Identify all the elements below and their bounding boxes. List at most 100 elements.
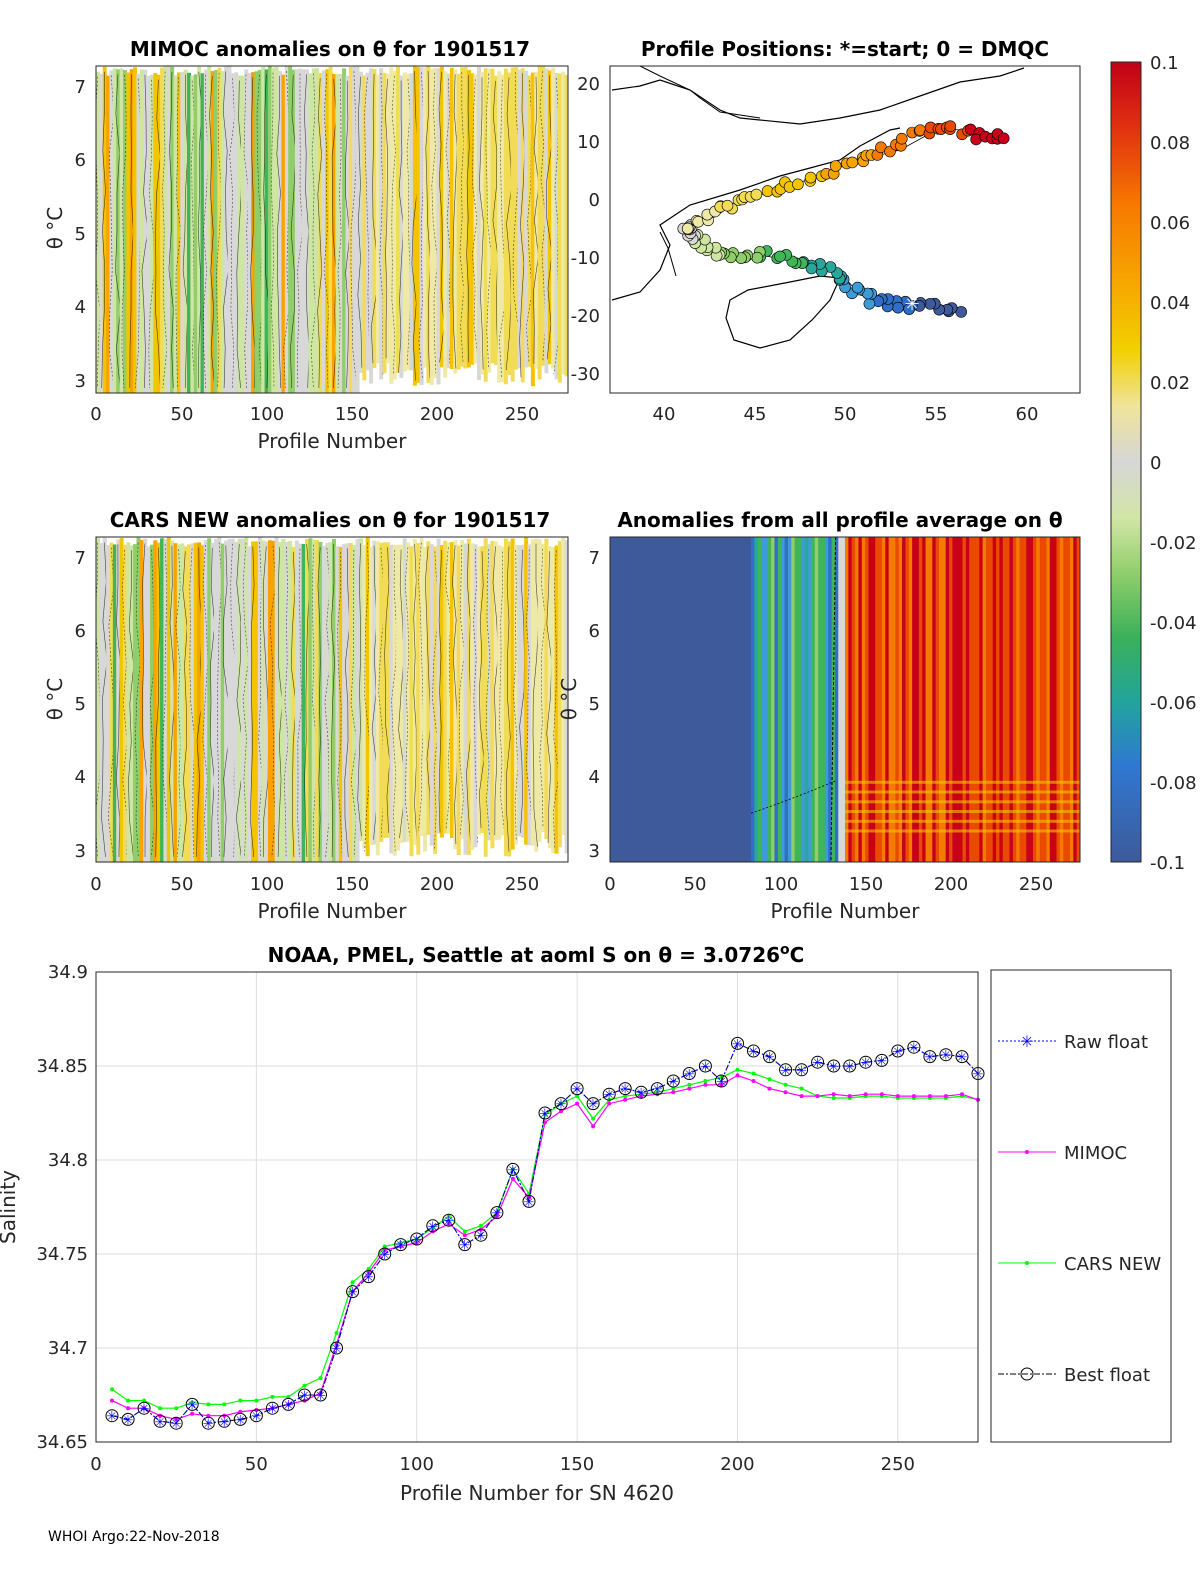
heatmap-cell [1076, 537, 1080, 862]
heatmap-cell [284, 541, 289, 862]
heatmap-cell [683, 537, 688, 862]
heatmap-cell [868, 537, 873, 862]
heatmap-cell [96, 71, 100, 393]
heatmap-cell [557, 541, 562, 848]
x-tick-label: 100 [250, 404, 284, 425]
heatmap-cell [224, 540, 229, 862]
mimoc-point [751, 1079, 756, 1083]
heatmap-cell [979, 537, 984, 862]
heatmap-cell [476, 67, 481, 381]
heatmap-cell [298, 543, 303, 862]
heatmap-cell [126, 72, 131, 393]
heatmap-cell [332, 538, 336, 862]
heatmap-cell [163, 66, 168, 393]
heatmap-cell [102, 66, 107, 393]
contour-line [115, 74, 121, 389]
x-tick-label: 0 [90, 874, 101, 895]
cars-point [478, 1223, 483, 1228]
cars-point [446, 1214, 451, 1219]
heatmap-cell [1043, 537, 1048, 862]
heatmap-cell [777, 537, 782, 862]
heatmap-cell [838, 537, 843, 862]
heatmap-cell [828, 537, 833, 862]
contour-line [411, 71, 418, 381]
y-tick-label: -30 [571, 364, 600, 385]
heatmap-cell [318, 72, 323, 393]
heatmap-cell [620, 537, 625, 862]
profile-marker [804, 171, 817, 184]
heatmap-cell [875, 537, 880, 862]
mimoc-point [735, 1073, 740, 1078]
raw-point: ✳ [395, 1239, 406, 1254]
heatmap-cell [308, 538, 313, 862]
heatmap-cell [517, 69, 522, 369]
colorbar-tick: 0.04 [1150, 293, 1190, 314]
contour-line [243, 74, 249, 389]
heatmap-cell [794, 537, 799, 862]
heatmap-cell [500, 546, 505, 836]
best-point [314, 1388, 327, 1402]
heatmap-cell [106, 545, 111, 862]
heatmap-cell [483, 68, 488, 382]
contour-line [350, 549, 358, 858]
cars-point [318, 1376, 323, 1381]
contour-line [513, 549, 519, 840]
cars-point [110, 1387, 114, 1392]
heatmap-cell [133, 544, 138, 862]
salinity-legend: ✳ Raw float MIMOC CARS NEW Best float [990, 969, 1172, 1443]
heatmap-cell [446, 73, 451, 369]
contour-line [310, 73, 317, 389]
contour-line [162, 71, 168, 389]
contour-line [364, 77, 371, 366]
heatmap-cell [409, 546, 414, 857]
heatmap-cell [962, 537, 967, 862]
cars-point [831, 1096, 836, 1100]
heatmap-cell [895, 537, 900, 862]
contour-line [364, 542, 371, 852]
heatmap-cell [423, 67, 427, 368]
heatmap-cell [352, 545, 357, 862]
mimoc-point [510, 1176, 515, 1181]
heatmap-cell [693, 537, 698, 862]
heatmap-cell [274, 66, 279, 393]
heatmap-cell [710, 537, 715, 862]
heatmap-cell [561, 71, 566, 375]
heatmap-cell [801, 537, 806, 862]
contour-line [182, 74, 189, 389]
contour-line [235, 543, 243, 858]
x-tick-label: 200 [420, 874, 454, 895]
heatmap-cell [298, 68, 303, 393]
heatmap-cell [301, 69, 306, 393]
profile-marker [805, 262, 818, 275]
heatmap-cell [200, 545, 205, 862]
heatmap-cell [254, 541, 259, 862]
heatmap-cell [955, 537, 960, 862]
heatmap-cell [203, 540, 208, 862]
cars-point [735, 1067, 740, 1072]
contour-line [203, 74, 209, 389]
best-point [923, 1050, 937, 1064]
heatmap-cell [119, 68, 124, 393]
heatmap-cell [443, 540, 448, 834]
best-point [634, 1085, 648, 1099]
x-tick-label: 150 [560, 1454, 594, 1475]
heatmap-cell [261, 540, 266, 862]
heatmap-cell [153, 73, 158, 393]
heatmap-cell [426, 541, 431, 835]
heatmap-cell [643, 537, 648, 862]
heatmap-cell [524, 70, 529, 368]
heatmap-cell [433, 67, 438, 379]
y-tick-label: 34.75 [36, 1244, 88, 1265]
heatmap-band [845, 810, 1080, 813]
heatmap-cell [1069, 537, 1074, 862]
best-point [121, 1412, 135, 1426]
mimoc-y-label: θ °C [43, 207, 67, 250]
heatmap-cell [153, 540, 158, 862]
legend-label-raw: Raw float [1064, 1032, 1148, 1053]
heatmap-cell [824, 537, 829, 862]
best-point [233, 1412, 247, 1426]
heatmap-cell [402, 72, 407, 372]
heatmap-cell [399, 544, 404, 843]
x-tick-label: 100 [400, 1454, 434, 1475]
